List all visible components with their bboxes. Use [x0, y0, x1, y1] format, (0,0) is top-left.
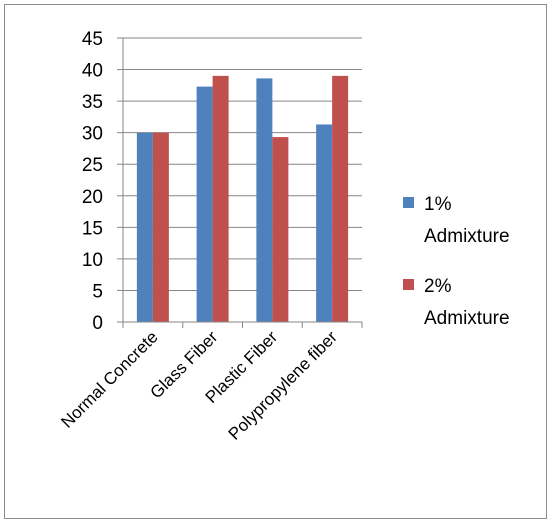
legend-swatch: [403, 279, 414, 290]
y-tick-labels: 0 5 10 15 20 25 30 35 40 45: [82, 29, 103, 334]
y-tick-label: 40: [82, 61, 103, 82]
bar-series2: [332, 75, 349, 322]
legend-label: 1%: [424, 194, 452, 215]
bar-series2: [152, 132, 169, 322]
legend-swatch: [403, 197, 414, 208]
bar-series1: [136, 132, 153, 322]
y-tick-label: 0: [92, 313, 103, 334]
y-tick-label: 5: [92, 281, 103, 302]
legend-label: Admixture: [424, 226, 510, 247]
bars: [136, 75, 349, 323]
legend: 1% Admixture 2% Admixture: [403, 194, 510, 329]
legend-label: 2%: [424, 276, 452, 297]
bar-series2: [272, 137, 289, 322]
y-tick-label: 45: [82, 29, 103, 50]
bar-series2: [212, 75, 229, 322]
bar-series1: [196, 86, 213, 323]
y-tick-label: 30: [82, 124, 103, 145]
y-tick-label: 10: [82, 250, 103, 271]
bar-series1: [316, 124, 333, 322]
y-tick-label: 35: [82, 92, 103, 113]
axes: [117, 37, 363, 328]
y-tick-label: 25: [82, 155, 103, 176]
legend-label: Admixture: [424, 308, 510, 329]
bar-series1: [256, 78, 273, 322]
y-tick-label: 20: [82, 187, 103, 208]
x-category-label: Polypropylene fiber: [225, 327, 342, 444]
x-category-label: Normal Concrete: [57, 327, 161, 431]
y-tick-label: 15: [82, 218, 103, 239]
